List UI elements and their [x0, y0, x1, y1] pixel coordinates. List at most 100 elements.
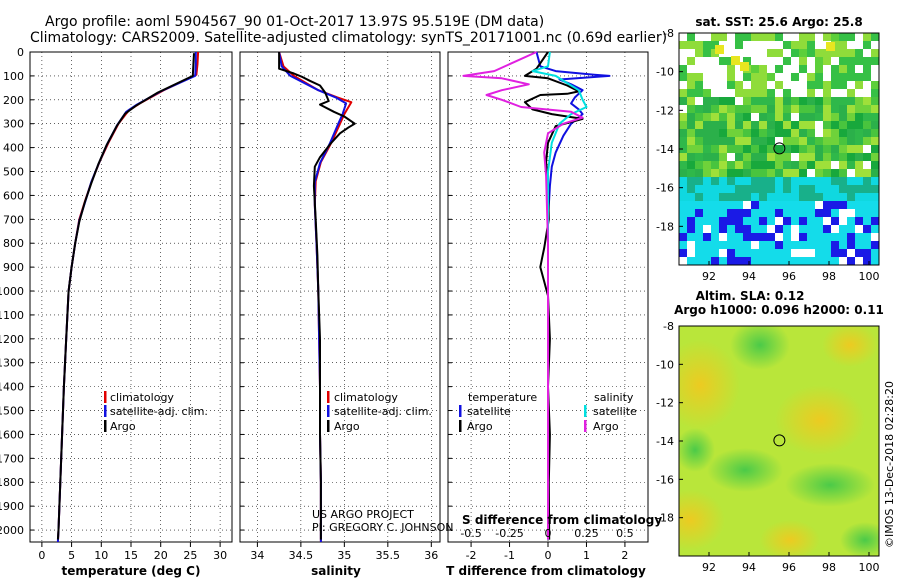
sla-map-title2: Argo h1000: 0.096 h2000: 0.11: [674, 303, 884, 317]
sst-cell: [871, 33, 879, 41]
sst-cell: [799, 97, 807, 105]
sst-cell: [791, 121, 799, 129]
sst-cell: [751, 65, 759, 73]
sst-cell: [783, 233, 791, 241]
series-line-argo: [278, 52, 356, 540]
sst-cell: [839, 105, 847, 113]
sst-cell: [759, 185, 767, 193]
sst-cell: [823, 161, 831, 169]
sst-cell: [695, 137, 703, 145]
depth-tick-label: 1000: [0, 285, 24, 298]
sst-cell: [679, 185, 687, 193]
sst-cell: [855, 105, 863, 113]
sst-cell: [719, 201, 727, 209]
sst-cell: [863, 257, 871, 265]
sst-cell: [759, 65, 767, 73]
sst-cell: [807, 153, 815, 161]
sst-cell: [735, 81, 743, 89]
x-tick-label: -1: [504, 549, 515, 562]
sst-cell: [695, 73, 703, 81]
sst-cell: [751, 121, 759, 129]
depth-tick-label: 1700: [0, 452, 24, 465]
sst-cell: [687, 137, 695, 145]
sst-cell: [807, 177, 815, 185]
sst-cell: [863, 65, 871, 73]
sst-cell: [759, 217, 767, 225]
sst-cell: [743, 161, 751, 169]
sst-cell: [799, 201, 807, 209]
depth-tick-label: 600: [3, 189, 24, 202]
lat-tick-label: -8: [663, 320, 674, 333]
sst-cell: [711, 169, 719, 177]
temperature-grid: [30, 51, 232, 542]
sst-cell: [711, 97, 719, 105]
sst-cell: [735, 41, 743, 49]
sst-cell: [823, 113, 831, 121]
sst-cell: [871, 97, 879, 105]
sst-cell: [759, 105, 767, 113]
temperature-series: [56, 51, 200, 543]
sst-cell: [759, 225, 767, 233]
sst-cell: [695, 185, 703, 193]
sst-cell: [767, 97, 775, 105]
sst-cell: [871, 201, 879, 209]
sst-cell: [831, 121, 839, 129]
sst-cell: [695, 81, 703, 89]
sst-cell: [807, 233, 815, 241]
sst-cell: [775, 81, 783, 89]
sst-cell: [711, 177, 719, 185]
lat-tick-label: -16: [656, 473, 674, 486]
sst-cell: [783, 185, 791, 193]
sst-cell: [815, 137, 823, 145]
sst-cell: [687, 257, 695, 265]
sst-cell: [703, 137, 711, 145]
depth-tick-label: 300: [3, 118, 24, 131]
sla-blob: [822, 326, 878, 367]
sst-cell: [727, 121, 735, 129]
sst-cell: [807, 145, 815, 153]
sst-cell: [767, 241, 775, 249]
sst-cell: [863, 225, 871, 233]
sst-cell: [767, 209, 775, 217]
sst-cell: [727, 129, 735, 137]
sst-cell: [695, 153, 703, 161]
sst-cell: [695, 41, 703, 49]
sla-blob: [707, 448, 783, 492]
sst-cell: [703, 105, 711, 113]
difference-legend: temperature satellite Argo salinity sate…: [459, 391, 637, 433]
sst-cell: [743, 89, 751, 97]
sst-cell: [871, 209, 879, 217]
sst-cell: [735, 241, 743, 249]
sst-cell: [775, 33, 783, 41]
sst-cell: [695, 113, 703, 121]
sst-cell: [703, 177, 711, 185]
sst-cell: [831, 169, 839, 177]
sst-cell: [783, 145, 791, 153]
credit-pi: PI: GREGORY C. JOHNSON: [312, 521, 453, 534]
sst-cell: [831, 153, 839, 161]
sst-cell: [847, 89, 855, 97]
sst-cell: [815, 97, 823, 105]
x-tick-label: 10: [94, 549, 108, 562]
sst-cell: [751, 257, 759, 265]
sst-cell: [751, 193, 759, 201]
sst-cell: [831, 129, 839, 137]
sst-cell: [847, 33, 855, 41]
sst-cell: [711, 201, 719, 209]
sst-cell: [847, 129, 855, 137]
series-line-t-satellite: [535, 51, 611, 540]
depth-tick-label: 1800: [0, 476, 24, 489]
sst-cell: [847, 137, 855, 145]
sst-cell: [847, 257, 855, 265]
sst-argo-location-marker: [773, 142, 786, 155]
sst-cell: [767, 169, 775, 177]
sla-blob: [840, 522, 879, 556]
sst-cell: [775, 65, 783, 73]
sst-cell: [823, 57, 831, 65]
sst-cell: [791, 193, 799, 201]
sst-cell: [711, 121, 719, 129]
sst-cell: [823, 89, 831, 97]
sst-cell: [751, 89, 759, 97]
difference-panel: -2 -1 0 1 2 -0.5 -0.25 0 0.25 0.5 S difference f…: [446, 51, 662, 578]
sst-cell: [743, 137, 751, 145]
